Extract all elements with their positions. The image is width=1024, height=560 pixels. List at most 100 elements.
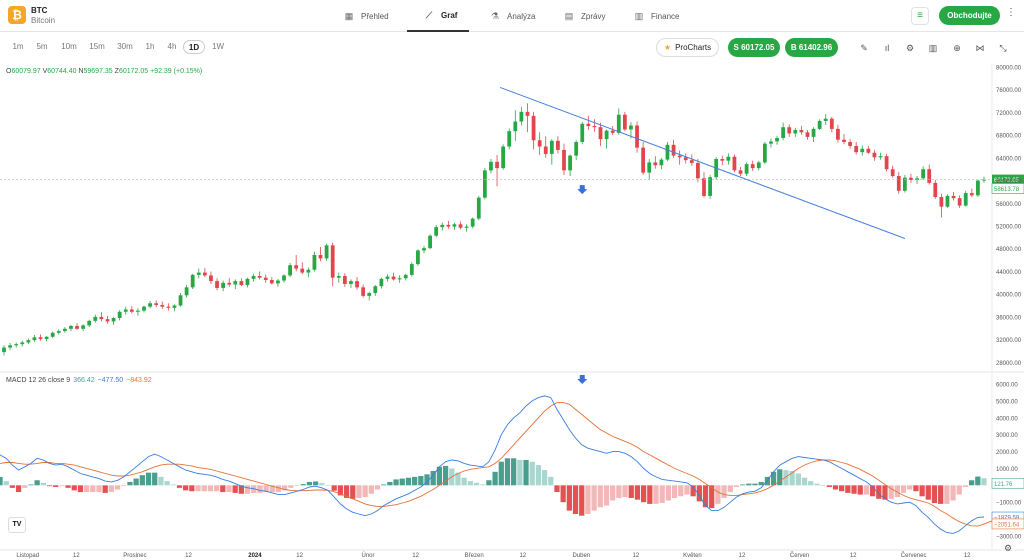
candle-body — [300, 268, 305, 273]
tab-overview[interactable]: ▦ Přehled — [343, 0, 389, 32]
macd-histogram-bar — [176, 485, 183, 488]
macd-histogram-bar — [9, 485, 16, 488]
macd-histogram-bar — [950, 485, 956, 501]
candle-body — [951, 195, 956, 199]
macd-signal-tag — [991, 518, 1024, 530]
candle-body — [568, 155, 572, 171]
trade-button[interactable]: Obchodujte — [939, 6, 1000, 25]
macd-line-value: −477.50 — [97, 377, 124, 384]
candle-body — [8, 345, 12, 348]
macd-histogram-bar — [696, 485, 702, 502]
timeframe-30m[interactable]: 30m — [117, 42, 133, 51]
chart-settings-icon[interactable]: ⚙ — [1004, 543, 1013, 553]
tab-finance[interactable]: ▥ Finance — [633, 0, 680, 32]
timeframe-4h[interactable]: 4h — [167, 42, 177, 51]
candle-body — [659, 159, 664, 166]
indicator-icon[interactable]: ıl — [884, 43, 890, 53]
candle-body — [349, 281, 353, 284]
macd-axis-label: 5000.00 — [996, 399, 1018, 405]
more-options-icon[interactable]: ⋮ — [1006, 7, 1016, 18]
tab-label: Analýza — [507, 11, 536, 21]
macd-histogram-bar — [350, 485, 356, 499]
timeframe-15m[interactable]: 15m — [89, 42, 105, 51]
tab-chart[interactable]: ⟋ Graf — [407, 0, 469, 32]
candle-body — [519, 111, 524, 122]
tab-news[interactable]: ▤ Zprávy — [563, 0, 606, 32]
timeframe-5m[interactable]: 5m — [36, 42, 48, 51]
last-price-tag — [992, 174, 1024, 185]
macd-histogram-bar — [244, 485, 251, 494]
collapse-icon[interactable]: ⤡ — [999, 43, 1007, 53]
macd-histogram-bar — [424, 474, 430, 486]
buy-button[interactable]: B 61402.96 — [785, 38, 838, 57]
candle-body — [342, 275, 347, 284]
prev-price-tag — [991, 183, 1024, 194]
timeframe-1m[interactable]: 1m — [12, 42, 24, 51]
candle-body — [604, 130, 609, 140]
candle-body — [982, 179, 986, 181]
time-axis-label: 12 — [73, 553, 80, 559]
macd-axis-label: −3000.00 — [996, 534, 1022, 540]
candle-body — [470, 218, 475, 227]
candle-body — [805, 132, 810, 137]
macd-histogram-bar — [653, 485, 659, 504]
candle-body — [434, 227, 439, 236]
macd-histogram-bar — [634, 485, 641, 500]
macd-signal-arrow-icon — [577, 375, 588, 384]
macd-histogram-bar — [888, 485, 894, 499]
macd-histogram-bar — [913, 485, 919, 492]
macd-histogram-bar — [938, 485, 944, 504]
chart-toolbar: 1m 5m 10m 15m 30m 1h 4h 1D 1W ★ ProCharts… — [0, 33, 1024, 63]
settings-icon[interactable]: ⚙ — [905, 43, 915, 53]
candle-body — [93, 316, 98, 321]
tab-label: Přehled — [361, 11, 389, 21]
macd-hist-tag — [991, 477, 1024, 489]
share-icon[interactable]: ⋈ — [975, 43, 985, 53]
timeframe-1d[interactable]: 1D — [183, 40, 205, 54]
macd-histogram-bar — [894, 485, 900, 498]
macd-histogram-bar — [721, 485, 727, 498]
menu-list-button[interactable]: ≡ — [911, 7, 929, 25]
candle-body — [50, 332, 55, 337]
timeframe-1w[interactable]: 1W — [212, 42, 224, 51]
candle-body — [336, 275, 341, 278]
price-axis-label: 32000.00 — [996, 338, 1022, 344]
candle-body — [196, 272, 201, 275]
candle-body — [482, 170, 487, 198]
bars-icon[interactable]: ▥ — [928, 43, 938, 53]
timeframe-1h[interactable]: 1h — [145, 42, 155, 51]
candle-body — [793, 130, 798, 134]
macd-histogram-bar — [665, 485, 672, 501]
tab-analysis[interactable]: ⚗ Analýza — [489, 0, 536, 32]
candle-body — [148, 303, 152, 307]
price-axis-label: 60000.00 — [996, 179, 1022, 185]
macd-histogram-bar — [585, 485, 591, 514]
macd-histogram-bar — [294, 485, 300, 486]
time-axis-label: Listopad — [16, 553, 39, 559]
macd-histogram-bar — [473, 482, 480, 486]
time-axis-label: 12 — [519, 553, 526, 559]
candle-body — [720, 159, 725, 161]
candle-body — [452, 224, 457, 227]
sell-button[interactable]: S 60172.05 — [728, 38, 780, 57]
timeframe-10m[interactable]: 10m — [61, 42, 77, 51]
macd-histogram-bar — [133, 478, 139, 486]
candle-body — [324, 245, 329, 259]
macd-histogram-bar — [931, 485, 938, 504]
macd-signal-value: −843.92 — [126, 377, 152, 384]
macd-histogram-bar — [121, 485, 127, 487]
candle-body — [397, 278, 402, 280]
time-axis-label: Prosinec — [123, 553, 146, 559]
macd-histogram-bar — [839, 485, 845, 492]
macd-histogram-bar — [139, 475, 145, 486]
candle-body — [32, 337, 37, 341]
trendline[interactable] — [499, 86, 906, 239]
macd-histogram-bar — [467, 481, 473, 486]
macd-axis-label: 6000.00 — [996, 383, 1018, 389]
pencil-icon[interactable]: ✎ — [860, 43, 868, 53]
price-chart[interactable]: 60172.05 58613.78 80000.00 76000.00 72000.0… — [0, 63, 1024, 560]
candle-body — [507, 131, 512, 147]
add-icon[interactable]: ⊕ — [953, 43, 961, 53]
procharts-button[interactable]: ★ ProCharts — [656, 38, 719, 57]
candle-body — [586, 123, 591, 127]
